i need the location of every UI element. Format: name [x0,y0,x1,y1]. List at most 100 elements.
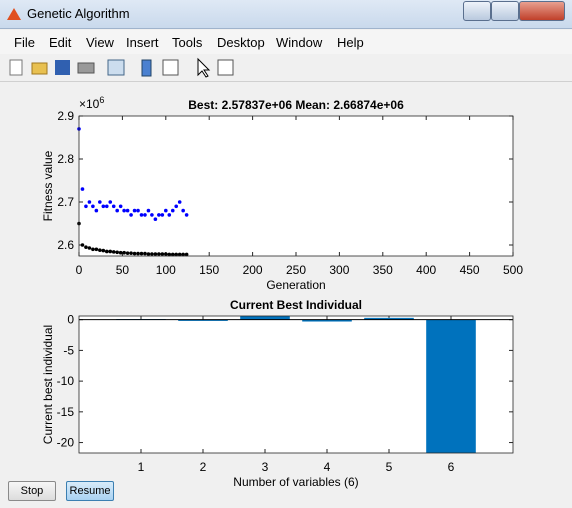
point [129,251,133,255]
point [115,250,119,255]
x-tick-label: 500 [503,263,523,277]
point [146,208,151,213]
menu-item[interactable]: Edit [49,35,72,50]
point [167,252,172,257]
y-tick-label: 2.8 [57,152,74,166]
point [108,200,113,204]
point [101,204,106,209]
point [177,200,182,204]
menu-item[interactable]: View [86,35,114,50]
bar [364,317,414,320]
point [84,245,88,249]
point [139,251,144,256]
menu-item[interactable]: Insert [126,35,159,50]
y-axis-label: Fitness value [41,150,55,221]
point [94,208,99,213]
menu-item[interactable]: Window [276,35,323,50]
point [150,213,154,217]
point [94,247,99,252]
plot-area [79,116,513,256]
point [91,247,95,252]
toolbar [0,55,572,82]
y-tick-label: 0 [67,313,74,327]
x-tick-label: 200 [243,263,263,277]
point [170,252,175,257]
point [87,200,92,204]
point [174,252,179,257]
point [80,187,85,191]
point [104,204,109,209]
point [157,252,161,256]
point [98,200,102,204]
point [143,213,147,217]
stop-button[interactable]: Stop [8,481,56,501]
point [146,252,151,256]
close-button[interactable] [519,1,565,21]
point [167,213,172,217]
minimize-button[interactable] [463,1,491,21]
resume-button[interactable]: Resume [66,481,114,501]
point [139,213,144,217]
x-tick-label: 50 [116,263,130,277]
menu-item[interactable]: Help [337,35,364,50]
point [181,252,185,257]
y-tick-label: 2.9 [57,109,74,123]
figure: Best: 2.57837e+06 Mean: 2.66874e+06 Gener… [41,95,523,489]
point [150,252,154,256]
x-tick-label: 100 [156,263,176,277]
x-tick-label: 150 [199,263,219,277]
point [108,249,113,254]
x-tick-label: 350 [373,263,393,277]
x-tick-label: 5 [386,460,393,474]
menu-bar: File Edit View Insert Tools Desktop Window Help [0,30,572,54]
y-tick-label: 2.6 [57,238,74,252]
point [136,208,140,213]
point [80,243,85,247]
bar [240,316,290,320]
chart-title: Current Best Individual [230,298,362,312]
point [160,252,165,256]
axes-box [78,115,514,257]
point [184,252,189,257]
point [164,252,168,256]
point [170,208,175,213]
window-title: Genetic Algorithm [27,6,130,21]
point [111,204,116,209]
point [101,248,106,253]
point [115,208,119,213]
maximize-button[interactable] [491,1,519,21]
point [181,208,185,213]
x-tick-label: 400 [416,263,436,277]
x-tick-label: 250 [286,263,306,277]
menu-item[interactable]: Tools [172,35,203,50]
multiplier-power: 6 [99,95,104,105]
point [157,213,161,217]
point [91,204,95,209]
menu-item[interactable]: File [14,35,35,50]
x-tick-label: 6 [448,460,455,474]
point [118,204,123,209]
y-tick-label: 2.7 [57,195,74,209]
point [143,251,147,256]
x-tick-label: 3 [262,460,269,474]
point [122,208,126,213]
y-axis-label: Current best individual [41,325,55,444]
point [125,251,130,255]
point [184,213,189,217]
x-axis-label: Number of variables (6) [233,475,358,489]
menu-item[interactable]: Desktop [217,35,265,50]
point [132,208,137,213]
point [104,249,109,254]
title-bar: Genetic Algorithm [0,0,572,29]
point [118,250,123,255]
point [160,213,165,217]
bar [178,319,228,321]
y-tick-label: -5 [63,343,74,357]
point [84,204,88,209]
x-tick-label: 300 [329,263,349,277]
x-axis-label: Generation [266,278,325,292]
multiplier-base: ×10 [79,97,100,111]
point [136,251,140,256]
app-icon [7,8,21,20]
bar [302,319,352,322]
